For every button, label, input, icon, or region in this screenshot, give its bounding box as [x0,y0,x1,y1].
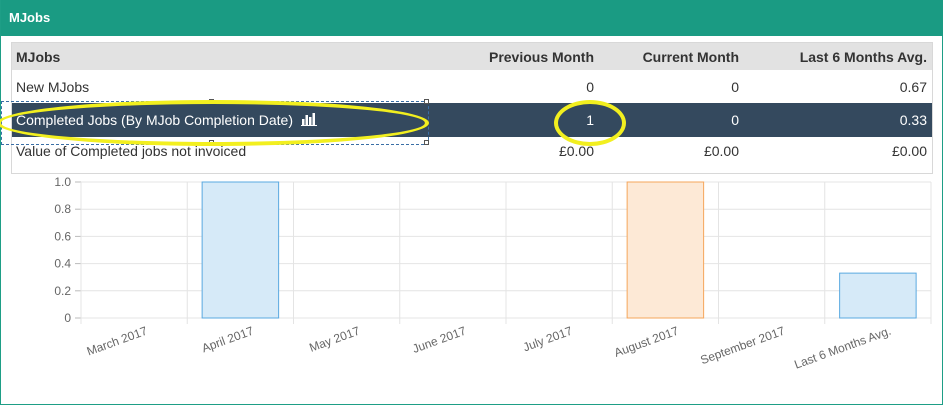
y-tick-label: 0.4 [54,257,71,271]
x-tick-label: Last 6 Months Avg. [792,324,892,372]
resize-handle[interactable] [424,140,429,145]
highlight-ellipse-label [0,100,429,146]
table-header-row: MJobs Previous Month Current Month Last … [12,43,932,70]
bar-april-2017[interactable] [202,182,279,318]
y-tick-label: 1.0 [54,175,71,189]
x-tick-label: September 2017 [698,324,786,368]
row-average-value: £0.00 [757,137,927,165]
header-six-month-avg: Last 6 Months Avg. [757,43,927,70]
resize-handle[interactable] [424,99,429,104]
row-previous-value: 0 [452,70,594,103]
header-current-month: Current Month [612,43,739,70]
chart-y-ticks: 0 0.2 0.4 0.6 0.8 1.0 [54,175,71,325]
bar-august-2017[interactable] [627,182,704,318]
x-tick-label: June 2017 [410,324,468,356]
x-tick-label: April 2017 [200,324,256,356]
row-label: New MJobs [16,70,436,103]
y-tick-label: 0.8 [54,202,71,216]
panel-title: MJobs [1,0,943,36]
x-tick-label: May 2017 [307,324,362,355]
highlight-ellipse-value [554,100,626,146]
y-tick-label: 0.2 [54,284,71,298]
x-tick-label: March 2017 [85,324,150,359]
row-current-value: 0 [612,70,739,103]
y-tick-label: 0 [64,311,71,325]
row-current-value: 0 [612,103,739,137]
row-average-value: 0.67 [757,70,927,103]
chart-x-ticks: March 2017 April 2017 May 2017 June 2017 Jul… [85,324,893,372]
header-previous-month: Previous Month [452,43,594,70]
y-tick-label: 0.6 [54,229,71,243]
row-average-value: 0.33 [757,103,927,137]
x-tick-label: August 2017 [612,324,680,360]
header-mjobs: MJobs [16,43,436,70]
table-row-new-mjobs[interactable]: New MJobs 0 0 0.67 [12,70,932,103]
bar-last-6-months-avg-[interactable] [840,273,917,318]
row-current-value: £0.00 [612,137,739,165]
completed-jobs-chart: 0 0.2 0.4 0.6 0.8 1.0 March 2017 April 2017 May… [1,174,943,405]
x-tick-label: July 2017 [521,324,574,355]
chart-bars [202,182,916,318]
